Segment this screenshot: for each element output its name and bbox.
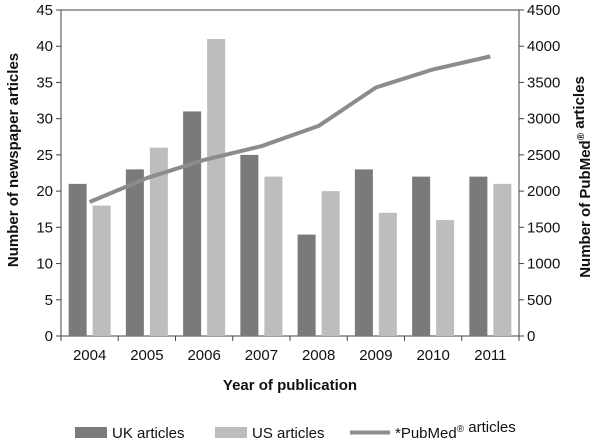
bar-uk-2006 [183, 111, 202, 336]
legend-label-pubmed: *PubMed® articles [395, 419, 516, 442]
bar-uk-2004 [68, 183, 87, 336]
y2-tick-label: 4500 [527, 2, 560, 19]
y-tick-label: 10 [36, 256, 53, 273]
bar-uk-2011 [469, 176, 488, 336]
y2-axis-title-text: Number of PubMed® articles [571, 76, 594, 278]
x-tick-label: 2008 [302, 347, 335, 364]
y2-tick-label: 3500 [527, 74, 560, 91]
x-axis-title: Year of publication [223, 377, 357, 394]
y2-tick-labels: 0 500 1000 1500 2000 2500 3000 3500 4000 4500 [527, 2, 560, 345]
bars [68, 38, 512, 336]
legend-swatch-uk [75, 427, 107, 438]
bar-uk-2008 [297, 234, 316, 336]
y-tick-label: 5 [45, 292, 53, 309]
y-tick-label: 35 [36, 74, 53, 91]
legend-swatch-us [215, 427, 247, 438]
x-tick-label: 2009 [359, 347, 392, 364]
y2-tick-label: 3000 [527, 111, 560, 128]
y2-tick-label: 2000 [527, 183, 560, 200]
bar-us-2004 [92, 205, 111, 336]
y-tick-label: 40 [36, 38, 53, 55]
x-tick-label: 2011 [474, 347, 506, 364]
axes [56, 9, 524, 341]
y2-tick-label: 2500 [527, 147, 560, 164]
y2-tick-label: 500 [527, 292, 552, 309]
y2-axis-title: Number of PubMed® articles [571, 76, 594, 278]
bar-us-2006 [207, 38, 226, 336]
x-tick-label: 2004 [73, 347, 106, 364]
x-tick-labels: 2004 2005 2006 2007 2008 2009 2010 2011 [73, 347, 507, 364]
y-tick-label: 30 [36, 111, 53, 128]
bar-us-2008 [321, 191, 340, 336]
y-tick-label: 15 [36, 219, 53, 236]
x-tick-label: 2006 [187, 347, 220, 364]
y2-tick-label: 0 [527, 328, 535, 345]
bar-us-2007 [264, 176, 283, 336]
bar-uk-2010 [412, 176, 431, 336]
bar-us-2010 [436, 220, 455, 336]
bar-us-2009 [378, 212, 397, 336]
legend-label-uk: UK articles [112, 425, 185, 442]
legend-label-us: US articles [252, 425, 325, 442]
y2-tick-label: 4000 [527, 38, 560, 55]
pubmed-line [88, 54, 491, 204]
legend: UK articles US articles *PubMed® article… [75, 419, 516, 442]
y-axis-title: Number of newspaper articles [5, 53, 22, 267]
y2-tick-label: 1500 [527, 219, 560, 236]
bar-uk-2005 [125, 169, 144, 336]
x-tick-label: 2007 [245, 347, 278, 364]
x-tick-label: 2005 [130, 347, 163, 364]
y-tick-label: 25 [36, 147, 53, 164]
x-tick-label: 2010 [416, 347, 449, 364]
y2-tick-label: 1000 [527, 256, 560, 273]
y-tick-label: 20 [36, 183, 53, 200]
y-tick-labels: 0 5 10 15 20 25 30 35 40 45 [36, 2, 53, 345]
bar-uk-2009 [354, 169, 373, 336]
bar-uk-2007 [240, 154, 259, 336]
bar-us-2005 [149, 147, 168, 336]
bar-us-2011 [493, 183, 512, 336]
pubmed-line-layer [88, 54, 491, 204]
y-tick-label: 0 [45, 328, 53, 345]
y-tick-label: 45 [36, 2, 53, 19]
